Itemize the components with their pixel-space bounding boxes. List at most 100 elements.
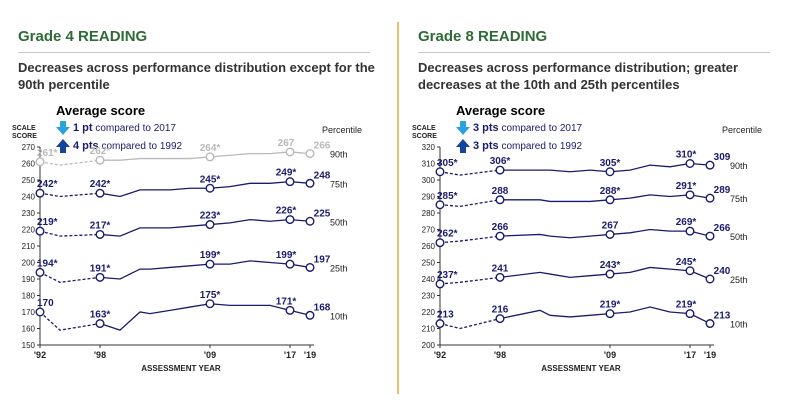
y-tick-label: 210 xyxy=(422,325,436,334)
series-50th-point xyxy=(435,238,445,248)
series-50th-data-label: 217* xyxy=(90,220,111,231)
subtitle-separator xyxy=(418,52,770,53)
x-axis-label: ASSESSMENT YEAR xyxy=(141,364,221,373)
series-10th-data-label: 175* xyxy=(200,290,221,301)
comparison-text: compared to 1992 xyxy=(98,141,183,152)
up-arrow-icon xyxy=(456,139,470,153)
grade4-panel: Grade 4 READING Decreases across perform… xyxy=(0,0,390,410)
grade-title: Grade 8 READING xyxy=(418,28,548,45)
series-50th-point xyxy=(95,229,105,239)
y-tick-label: 200 xyxy=(22,259,36,268)
series-75th-percentile-label: 75th xyxy=(730,194,748,204)
series-75th-dashed-line xyxy=(39,192,101,198)
series-50th-dashed-line xyxy=(439,235,501,244)
series-25th-point xyxy=(685,266,695,276)
series-25th-point xyxy=(705,274,715,284)
y-tick-label: 280 xyxy=(422,209,436,218)
series-90th-data-label: 266 xyxy=(314,141,331,152)
series-10th-percentile-label: 10th xyxy=(330,311,348,321)
x-tick-label: '92 xyxy=(434,350,446,360)
y-tick-label: 180 xyxy=(22,292,36,301)
series-75th-point xyxy=(685,190,695,200)
series-90th-dashed-line xyxy=(39,159,101,166)
series-10th-data-label: 216 xyxy=(492,305,509,316)
series-10th-data-label: 170 xyxy=(37,298,54,309)
series-50th-data-label: 267 xyxy=(602,220,619,231)
series-25th-data-label: 197 xyxy=(314,254,331,265)
y-tick-label: 240 xyxy=(22,193,36,202)
series-90th-point xyxy=(605,167,615,177)
series-90th-dashed-line xyxy=(439,169,501,176)
series-50th-point xyxy=(285,215,295,225)
series-25th-data-label: 241 xyxy=(492,263,509,274)
y-tick-label: 290 xyxy=(422,193,436,202)
y-tick-label: 320 xyxy=(422,143,436,152)
series-50th-point xyxy=(685,226,695,236)
series-10th-data-label: 219* xyxy=(600,300,621,311)
series-75th-point xyxy=(95,188,105,198)
subtitle: Decreases across performance distributio… xyxy=(418,60,739,92)
series-50th-data-label: 262* xyxy=(437,229,458,240)
series-90th-point xyxy=(95,155,105,165)
series-10th-point xyxy=(495,314,505,324)
series-25th-dashed-line xyxy=(39,271,101,283)
series-25th-point xyxy=(305,262,315,272)
y-axis-label: SCALE xyxy=(12,125,36,132)
series-90th-data-label: 264* xyxy=(200,143,221,154)
series-90th-data-label: 261* xyxy=(37,148,58,159)
comparison-text: compared to 1992 xyxy=(498,141,583,152)
series-75th-data-label: 291* xyxy=(676,181,697,192)
y-tick-label: 260 xyxy=(22,160,36,169)
series-50th-data-label: 219* xyxy=(37,217,58,228)
y-tick-label: 260 xyxy=(422,242,436,251)
points-value: 4 pts xyxy=(73,140,99,152)
x-axis-label: ASSESSMENT YEAR xyxy=(541,364,621,373)
series-25th-data-label: 237* xyxy=(437,270,458,281)
x-tick-label: '09 xyxy=(604,350,616,360)
series-75th-dashed-line xyxy=(439,199,501,208)
x-tick-label: '09 xyxy=(204,350,216,360)
series-90th-data-label: 305* xyxy=(600,158,621,169)
y-tick-label: 160 xyxy=(22,325,36,334)
series-75th-point xyxy=(35,188,45,198)
series-50th-point xyxy=(705,231,715,241)
x-tick-label: '92 xyxy=(34,350,46,360)
y-tick-label: 220 xyxy=(22,226,36,235)
series-25th-data-label: 199* xyxy=(200,250,221,261)
series-75th-data-label: 242* xyxy=(90,179,111,190)
y-tick-label: 190 xyxy=(22,275,36,284)
series-50th-line xyxy=(99,218,311,237)
series-25th-point xyxy=(435,279,445,289)
series-75th-data-label: 288* xyxy=(600,186,621,197)
series-10th-point xyxy=(305,310,315,320)
subtitle: Decreases across performance distributio… xyxy=(18,60,375,92)
series-90th-percentile-label: 90th xyxy=(730,161,748,171)
series-50th-percentile-label: 50th xyxy=(330,217,348,227)
y-tick-label: 220 xyxy=(422,308,436,317)
series-10th-data-label: 219* xyxy=(676,300,697,311)
y-tick-label: 230 xyxy=(22,209,36,218)
series-75th-point xyxy=(205,183,215,193)
subtitle-separator xyxy=(18,52,370,53)
series-10th-data-label: 168 xyxy=(314,302,331,313)
series-10th-point xyxy=(205,299,215,309)
comparison-2017: 3 pts compared to 2017 xyxy=(456,121,582,135)
series-10th-point xyxy=(95,319,105,329)
comparison-text: compared to 2017 xyxy=(92,123,176,134)
series-75th-data-label: 249* xyxy=(276,168,297,179)
series-50th-data-label: 266 xyxy=(492,222,509,233)
y-tick-label: 240 xyxy=(422,275,436,284)
series-10th-point xyxy=(705,319,715,329)
series-50th-point xyxy=(305,216,315,226)
y-axis-label: SCORE xyxy=(412,133,437,140)
series-25th-point xyxy=(35,267,45,277)
percentile-header: Percentile xyxy=(722,125,762,135)
series-90th-point xyxy=(285,147,295,157)
series-10th-dashed-line xyxy=(439,317,501,330)
series-25th-data-label: 199* xyxy=(276,250,297,261)
comparison-2017: 1 pt compared to 2017 xyxy=(56,121,176,135)
y-tick-label: 210 xyxy=(22,242,36,251)
points-value: 1 pt xyxy=(73,122,93,134)
series-75th-point xyxy=(285,177,295,187)
series-90th-point xyxy=(305,149,315,159)
